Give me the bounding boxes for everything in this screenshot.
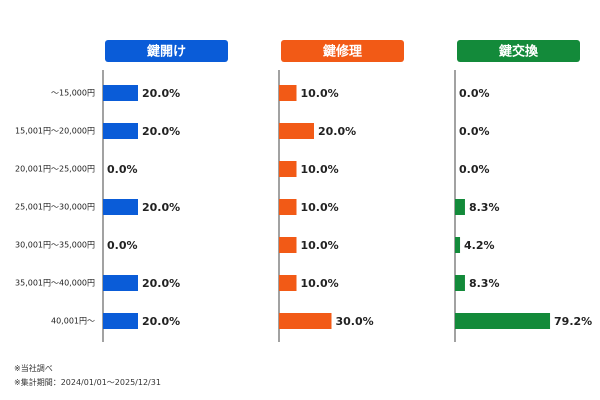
series-header (281, 40, 404, 62)
bar (103, 85, 138, 101)
data-label: 0.0% (459, 163, 490, 176)
series-header (457, 40, 580, 62)
data-label: 0.0% (107, 239, 138, 252)
category-label: 25,001円～30,000円 (15, 203, 95, 212)
bar (103, 275, 138, 291)
series-name: 鍵開け (147, 44, 186, 60)
bar (455, 199, 465, 215)
data-label: 10.0% (301, 239, 339, 252)
bar (103, 313, 138, 329)
category-label: 40,001円～ (51, 317, 95, 326)
category-label: 20,001円～25,000円 (15, 165, 95, 174)
data-label: 10.0% (301, 87, 339, 100)
bar (279, 275, 297, 291)
bar (279, 237, 297, 253)
data-label: 8.3% (469, 201, 500, 214)
data-label: 10.0% (301, 163, 339, 176)
bar (279, 313, 332, 329)
category-label: 30,001円～35,000円 (15, 241, 95, 250)
data-label: 20.0% (318, 125, 356, 138)
data-label: 4.2% (464, 239, 495, 252)
bar (279, 123, 314, 139)
series-name: 鍵修理 (323, 44, 362, 60)
data-label: 0.0% (107, 163, 138, 176)
series-header (105, 40, 228, 62)
data-label: 10.0% (301, 277, 339, 290)
data-label: 10.0% (301, 201, 339, 214)
bar (455, 237, 461, 253)
data-label: 20.0% (142, 315, 180, 328)
bar (103, 199, 138, 215)
data-label: 0.0% (459, 87, 490, 100)
bar (455, 313, 551, 329)
bar (279, 161, 297, 177)
footnote-source: ※当社調べ (14, 364, 53, 373)
bar (455, 275, 465, 291)
data-label: 20.0% (142, 87, 180, 100)
bar (279, 85, 297, 101)
data-label: 20.0% (142, 277, 180, 290)
category-label: 35,001円～40,000円 (15, 279, 95, 288)
data-label: 8.3% (469, 277, 500, 290)
data-label: 30.0% (336, 315, 374, 328)
category-label: ～15,000円 (51, 89, 95, 98)
footnotes: ※当社調べ ※集計期間：2024/01/01～2025/12/31 (14, 362, 161, 390)
bar (279, 199, 297, 215)
bar (103, 123, 138, 139)
series-name: 鍵交換 (499, 44, 539, 60)
data-label: 0.0% (459, 125, 490, 138)
data-label: 20.0% (142, 201, 180, 214)
data-label: 20.0% (142, 125, 180, 138)
category-label: 15,001円～20,000円 (15, 127, 95, 136)
data-label: 79.2% (554, 315, 592, 328)
footnote-period: ※集計期間：2024/01/01～2025/12/31 (14, 378, 161, 387)
